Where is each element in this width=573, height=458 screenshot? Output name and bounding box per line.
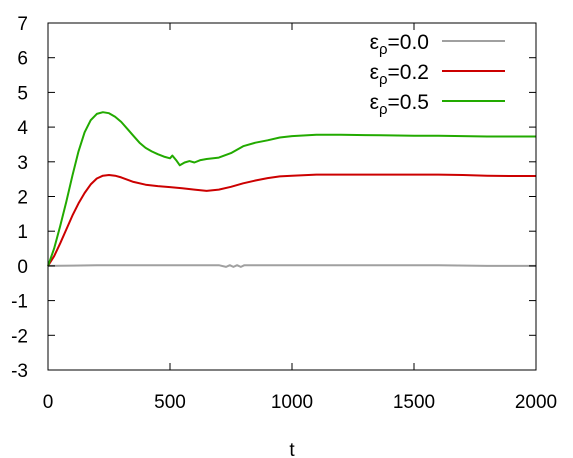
series-line-1 xyxy=(47,173,536,267)
x-axis-label: t xyxy=(289,440,295,458)
y-tick-label-9: 6 xyxy=(17,49,28,70)
series-line-2 xyxy=(47,111,536,267)
x-tick-label-2: 1000 xyxy=(271,392,313,413)
x-tick-label-4: 2000 xyxy=(515,392,557,413)
x-tick-label-0: 0 xyxy=(43,392,54,413)
y-tick-label-4: 1 xyxy=(17,222,28,243)
legend: ερ=0.0 ερ=0.2 ερ=0.5 xyxy=(370,31,505,118)
legend-label-1: ερ=0.2 xyxy=(370,61,429,88)
x-tick-label-3: 1500 xyxy=(393,392,435,413)
x-tick-label-1: 500 xyxy=(154,392,186,413)
legend-label-0: ερ=0.0 xyxy=(370,31,429,58)
series-layer xyxy=(47,111,536,268)
legend-label-2: ερ=0.5 xyxy=(370,91,429,118)
y-tick-label-10: 7 xyxy=(17,14,28,35)
y-tick-label-7: 4 xyxy=(17,118,28,139)
y-tick-label-6: 3 xyxy=(17,153,28,174)
y-tick-label-3: 0 xyxy=(17,257,28,278)
y-tick-label-1: -2 xyxy=(11,326,28,347)
y-tick-label-8: 5 xyxy=(17,83,28,104)
series-line-0 xyxy=(47,264,536,268)
y-tick-label-5: 2 xyxy=(17,188,28,209)
ticks-layer: -3 -2 -1 0 1 2 3 4 5 6 7 0 500 1000 1500 2000 xyxy=(11,14,557,413)
y-tick-label-2: -1 xyxy=(11,292,28,313)
y-tick-label-0: -3 xyxy=(11,361,28,382)
